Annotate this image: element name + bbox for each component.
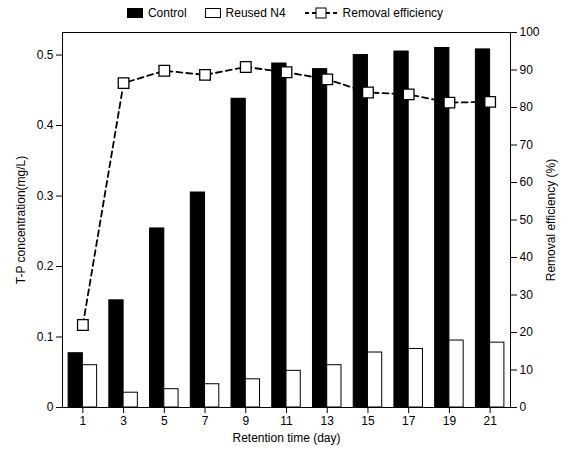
- svg-text:100: 100: [520, 25, 540, 39]
- svg-text:Retention time (day): Retention time (day): [232, 431, 340, 445]
- svg-text:50: 50: [520, 213, 534, 227]
- svg-text:15: 15: [361, 414, 375, 428]
- svg-text:7: 7: [202, 414, 209, 428]
- html-text:Control: Control: [147, 6, 187, 20]
- svg-text:0.3: 0.3: [37, 189, 54, 203]
- svg-text:9: 9: [242, 414, 249, 428]
- svg-text:Removal efficiency (%): Removal efficiency (%): [544, 159, 558, 281]
- svg-text:5: 5: [161, 414, 168, 428]
- svg-text:11: 11: [280, 414, 293, 428]
- svg-text:10: 10: [520, 363, 534, 377]
- html-text:Reused N4: Reused N4: [225, 6, 286, 20]
- svg-text:40: 40: [520, 250, 534, 264]
- svg-text:80: 80: [520, 100, 534, 114]
- svg-text:1: 1: [80, 414, 87, 428]
- svg-text:0.5: 0.5: [37, 48, 54, 62]
- svg-text:70: 70: [520, 138, 534, 152]
- svg-text:20: 20: [520, 325, 534, 339]
- svg-text:T-P concentration(mg/L): T-P concentration(mg/L): [14, 156, 28, 285]
- svg-text:60: 60: [520, 175, 534, 189]
- svg-text:30: 30: [520, 288, 534, 302]
- svg-text:90: 90: [520, 63, 534, 77]
- svg-text:17: 17: [402, 414, 416, 428]
- html-text:Removal efficiency: Removal efficiency: [342, 6, 444, 20]
- svg-text:0.1: 0.1: [37, 330, 54, 344]
- svg-text:3: 3: [120, 414, 127, 428]
- svg-text:21: 21: [483, 414, 497, 428]
- svg-text:0: 0: [47, 400, 54, 414]
- svg-text:0.4: 0.4: [37, 118, 54, 132]
- svg-text:13: 13: [321, 414, 335, 428]
- svg-text:0.2: 0.2: [37, 259, 54, 273]
- svg-text:0: 0: [520, 400, 527, 414]
- svg-text:19: 19: [443, 414, 457, 428]
